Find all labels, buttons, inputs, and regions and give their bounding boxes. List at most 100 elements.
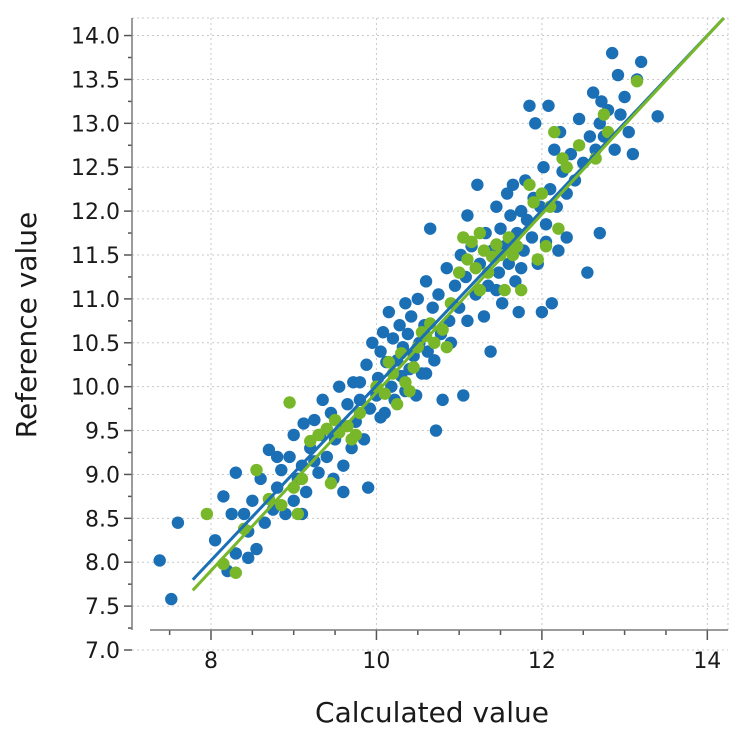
data-point-green: [552, 222, 565, 235]
x-tick-label: 10: [362, 649, 390, 674]
data-point-green: [283, 396, 296, 409]
data-point-green: [419, 329, 433, 342]
data-point-blue: [552, 244, 565, 257]
data-point-blue: [490, 200, 503, 213]
data-point-blue: [225, 507, 238, 521]
data-point-blue: [411, 292, 424, 306]
data-point-blue: [545, 297, 559, 310]
data-point-blue: [495, 297, 509, 310]
data-point-blue: [333, 380, 346, 393]
data-point-green: [560, 161, 573, 174]
y-tick-label: 10.5: [71, 332, 120, 357]
y-tick-label: 7.0: [85, 639, 120, 664]
data-point-blue: [593, 226, 606, 240]
data-point-blue: [548, 143, 561, 156]
x-tick-label: 14: [693, 649, 721, 674]
data-point-blue: [308, 413, 321, 427]
data-point-green: [320, 422, 334, 435]
data-point-green: [473, 226, 487, 240]
data-point-green: [527, 196, 540, 209]
data-point-blue: [471, 178, 484, 191]
x-axis-title: Calculated value: [315, 696, 549, 729]
fit-line-green: [191, 16, 725, 592]
y-tick-label: 12.5: [71, 156, 120, 181]
data-point-blue: [299, 485, 313, 499]
data-point-green: [407, 361, 420, 374]
data-point-blue: [419, 275, 433, 288]
data-point-green: [498, 283, 511, 297]
fit-lines: [191, 16, 725, 592]
data-point-green: [353, 406, 367, 420]
data-point-blue: [283, 450, 296, 464]
data-point-green: [597, 108, 611, 121]
data-point-blue: [618, 90, 631, 104]
data-point-green: [382, 355, 396, 369]
data-point-blue: [270, 450, 284, 464]
data-point-blue: [382, 305, 396, 319]
data-point-green: [328, 413, 342, 427]
data-point-blue: [560, 231, 573, 244]
y-tick-label: 12.0: [71, 200, 120, 225]
data-point-blue: [376, 326, 390, 339]
data-point-blue: [353, 393, 367, 407]
data-point-blue: [523, 99, 536, 112]
data-point-blue: [432, 288, 445, 301]
data-point-blue: [586, 86, 600, 99]
data-point-blue: [345, 441, 358, 455]
data-point-blue: [386, 332, 400, 345]
data-point-green: [548, 125, 561, 139]
x-tick-label: 8: [204, 649, 218, 674]
y-tick-label: 10.0: [71, 376, 120, 401]
y-tick-label: 13.0: [71, 112, 120, 137]
data-point-blue: [171, 516, 185, 529]
data-point-blue: [270, 481, 284, 494]
data-point-blue: [153, 554, 166, 567]
data-point-blue: [605, 46, 619, 60]
data-point-blue: [337, 485, 350, 499]
y-tick-label: 9.0: [85, 463, 120, 488]
data-point-blue: [360, 358, 373, 371]
data-point-blue: [514, 204, 528, 218]
data-point-green: [630, 75, 644, 88]
data-point-blue: [509, 275, 522, 288]
data-point-green: [390, 398, 404, 411]
data-point-green: [200, 507, 214, 521]
data-point-blue: [341, 398, 354, 411]
data-point-blue: [262, 443, 276, 457]
data-point-blue: [429, 424, 443, 437]
data-point-blue: [492, 266, 506, 279]
grid-lines: [132, 17, 729, 651]
data-point-blue: [494, 222, 507, 235]
data-point-green: [452, 266, 466, 279]
data-point-blue: [246, 494, 259, 507]
data-point-blue: [542, 99, 555, 112]
data-point-blue: [461, 314, 474, 328]
data-point-blue: [484, 345, 497, 358]
data-point-blue: [525, 231, 539, 244]
data-point-blue: [583, 130, 597, 143]
data-point-green: [469, 261, 482, 275]
data-point-blue: [320, 450, 334, 464]
data-point-blue: [461, 209, 474, 222]
data-point-blue: [250, 542, 263, 556]
data-point-green: [444, 297, 458, 310]
data-point-blue: [316, 393, 329, 407]
data-point-green: [250, 463, 263, 477]
data-point-blue: [353, 376, 367, 389]
data-point-blue: [651, 110, 664, 123]
data-point-blue: [426, 301, 439, 314]
data-point-blue: [208, 534, 222, 547]
data-point-blue: [595, 95, 608, 108]
data-point-blue: [366, 336, 379, 349]
tick-labels: 7.0 7.5 8.0 8.5 9.0 9.5 10.0 10.5 11.0 11.5 12.0 12…: [71, 25, 721, 674]
y-tick-label: 14.0: [71, 25, 120, 50]
data-point-blue: [500, 187, 514, 200]
data-point-green: [229, 566, 243, 579]
data-point-blue: [258, 516, 271, 529]
data-point-blue: [504, 209, 517, 222]
data-point-blue: [337, 459, 350, 472]
data-point-green: [531, 253, 544, 266]
data-point-blue: [440, 261, 453, 275]
data-point-blue: [436, 393, 449, 407]
